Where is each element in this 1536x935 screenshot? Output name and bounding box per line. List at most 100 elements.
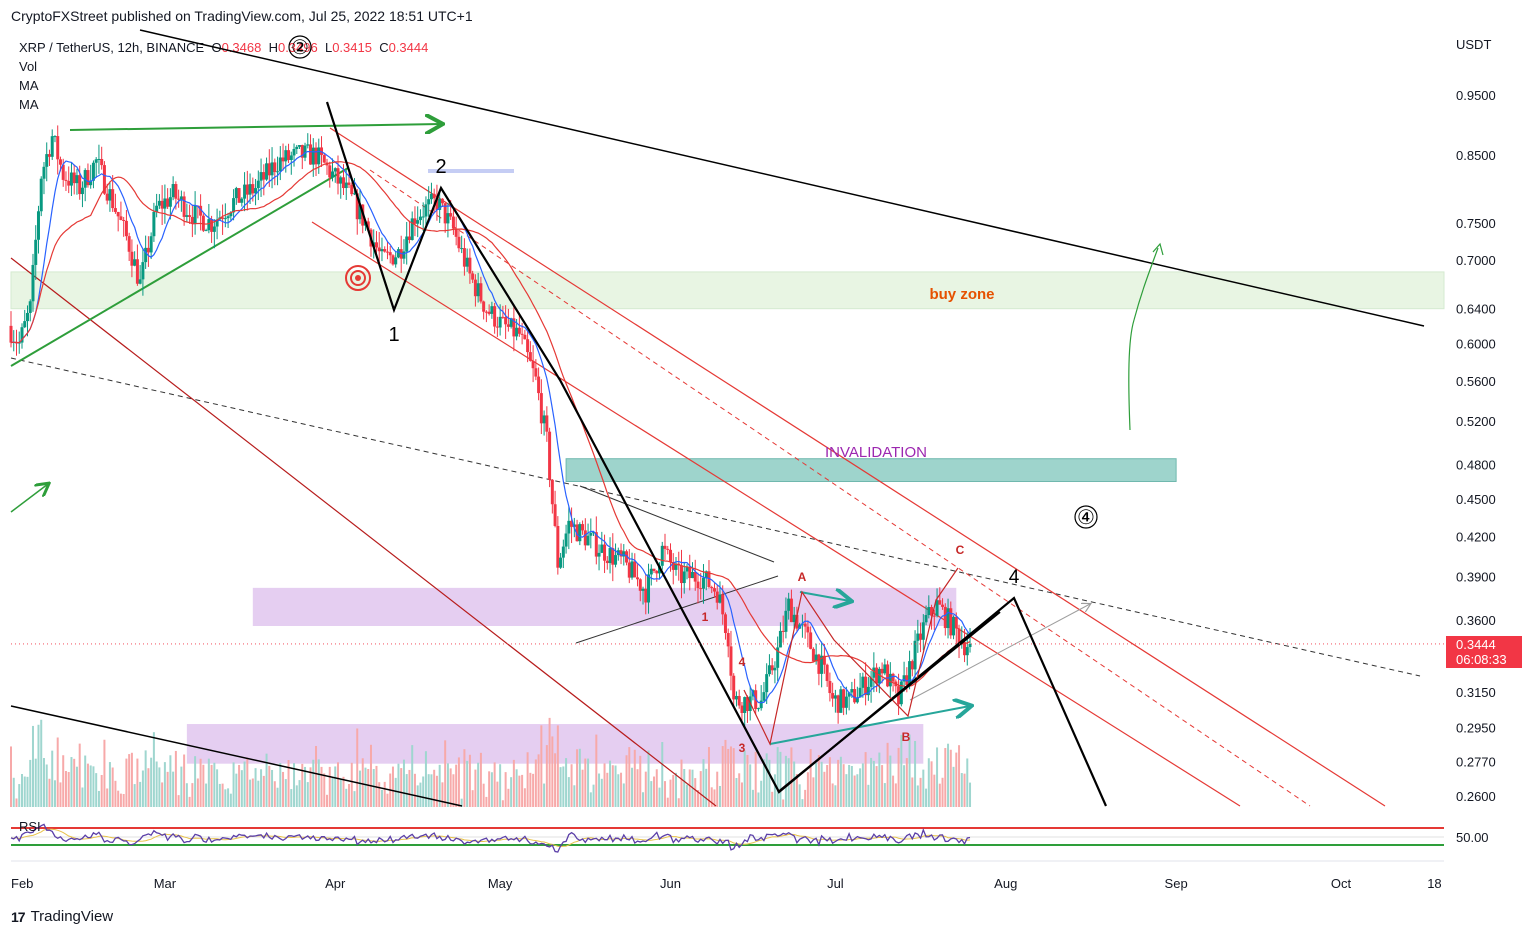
volume-bar — [411, 745, 414, 807]
last-price-value: 0.3444 — [1456, 637, 1496, 652]
volume-bar — [471, 790, 474, 807]
candle-body — [243, 184, 247, 199]
candle-body — [86, 170, 90, 186]
candle-body — [674, 563, 678, 570]
candle-body — [949, 608, 953, 636]
candle-body — [122, 219, 126, 221]
candle-body — [888, 673, 892, 687]
volume-bar — [166, 771, 169, 807]
legend-indicator-ma-2[interactable]: MA — [19, 97, 39, 112]
volume-bar — [523, 788, 526, 807]
volume-bar — [675, 772, 677, 807]
volume-bar — [331, 777, 334, 807]
candle-body — [350, 184, 354, 195]
axes: USDT 0.9500 0.8500 0.7500 0.7000 0.6400 0.6000… — [11, 37, 1496, 891]
volume-bar — [474, 769, 477, 807]
volume-bar — [271, 769, 274, 807]
volume-bar — [290, 789, 293, 807]
candle-body — [693, 571, 697, 582]
candle-body — [935, 600, 939, 616]
volume-bar — [265, 753, 268, 807]
volume-bar — [485, 796, 488, 807]
volume-bar — [158, 767, 161, 807]
volume-bar — [603, 763, 606, 807]
tradingview-logo-icon: 17 — [11, 908, 26, 925]
candle-body — [699, 588, 703, 590]
volume-bar — [801, 799, 804, 807]
candle-body — [765, 674, 769, 693]
volume-bar — [449, 768, 452, 807]
candle-body — [891, 673, 895, 682]
candle-body — [512, 318, 516, 337]
legend-indicator-vol[interactable]: Vol — [19, 59, 38, 74]
tradingview-logo[interactable]: 17 TradingView — [11, 908, 113, 925]
volume-bar — [707, 747, 710, 807]
volume-bar — [669, 779, 672, 807]
candle-body — [427, 199, 431, 205]
candle-body — [177, 198, 181, 200]
candle-body — [28, 301, 32, 313]
volume-bar — [213, 762, 216, 807]
candle-body — [638, 579, 642, 591]
volume-bar — [95, 773, 98, 807]
volume-bar — [163, 762, 166, 807]
rsi-line — [10, 823, 971, 853]
candle-body — [745, 697, 749, 712]
y-tick-label: 0.6400 — [1456, 302, 1496, 317]
volume-bar — [282, 771, 285, 807]
candle-body — [377, 247, 381, 252]
candle-body — [221, 217, 225, 219]
candle-body — [210, 219, 214, 232]
candle-body — [784, 610, 788, 632]
volume-bar — [312, 759, 315, 807]
y-tick-label: 0.7500 — [1456, 216, 1496, 231]
candle-body — [666, 548, 670, 550]
volume-bar — [658, 787, 661, 807]
candle-body — [875, 667, 879, 684]
volume-bar — [356, 728, 359, 807]
volume-bar — [301, 763, 304, 807]
volume-bar — [130, 752, 133, 807]
candle-body — [292, 148, 296, 156]
volume-bar — [581, 769, 584, 807]
candle-body — [921, 622, 925, 640]
volume-bar — [642, 792, 645, 807]
candle-body — [317, 147, 321, 165]
candle-body — [50, 136, 54, 157]
volume-bar — [111, 767, 114, 807]
volume-bar — [452, 774, 455, 807]
volume-bar — [155, 761, 158, 807]
rsi-level-label: 50.00 — [1456, 830, 1489, 845]
candle-body — [844, 696, 848, 708]
candle-body — [773, 667, 777, 671]
volume-bar — [762, 759, 765, 807]
candle-body — [366, 221, 370, 230]
legend-indicator-ma-1[interactable]: MA — [19, 78, 39, 93]
volume-bar — [499, 764, 502, 807]
candle-body — [108, 189, 112, 201]
candle-body — [347, 182, 351, 185]
volume-bar — [518, 775, 521, 807]
invalidation-label: INVALIDATION — [825, 444, 927, 461]
moving-averages — [10, 150, 971, 704]
volume-bar — [139, 781, 142, 807]
candle-body — [608, 548, 612, 564]
volume-bar — [768, 759, 771, 807]
candle-body — [669, 549, 673, 562]
volume-bar — [37, 724, 40, 807]
buy-zone-rect — [10, 271, 1445, 310]
volume-bar — [128, 754, 131, 807]
symbol-label[interactable]: XRP / TetherUS, 12h, BINANCE — [19, 40, 205, 55]
volume-bar — [713, 789, 716, 807]
candle-body — [787, 598, 791, 611]
candle-body — [94, 159, 98, 163]
candle-body — [578, 524, 582, 542]
volume-bar — [240, 770, 243, 807]
candle-body — [226, 216, 230, 219]
volume-bar — [823, 771, 826, 807]
candle-body — [866, 686, 870, 696]
volume-bar — [740, 782, 743, 807]
volume-bar — [45, 764, 48, 807]
volume-bars — [10, 717, 972, 807]
